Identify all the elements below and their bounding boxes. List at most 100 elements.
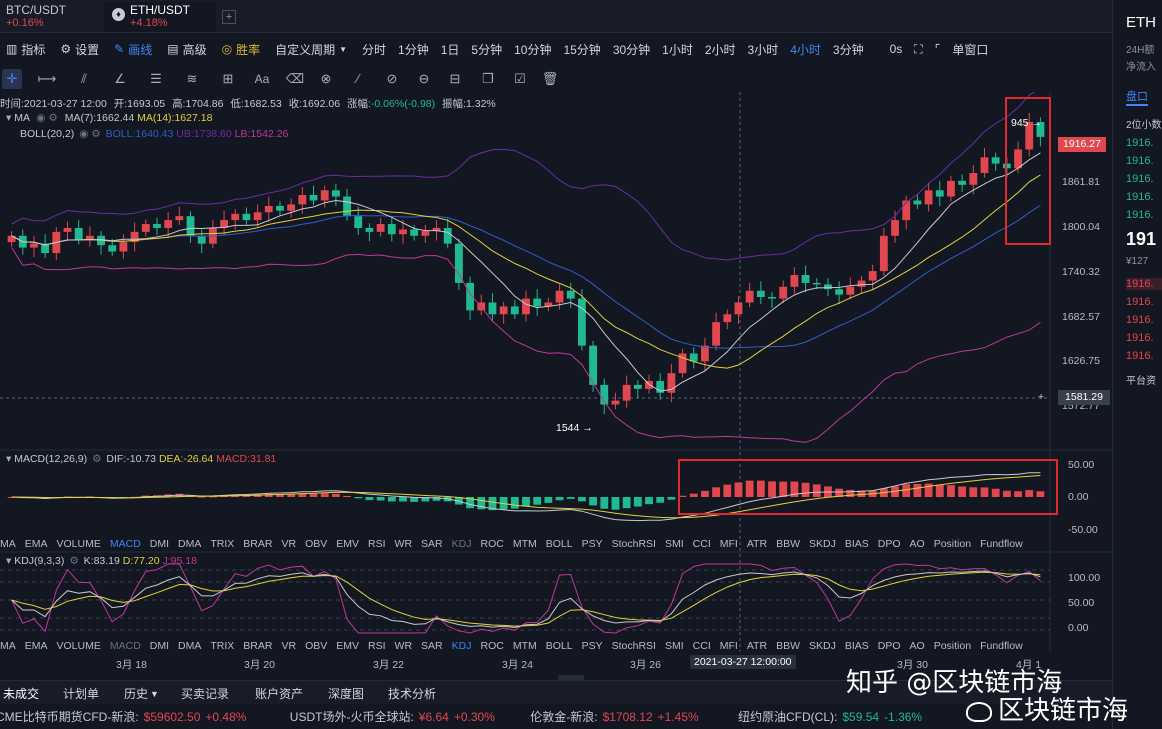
lock-icon[interactable]: ⊘ [386, 71, 398, 86]
timeframe-button[interactable]: 3分钟 [832, 42, 864, 57]
indicator-tab[interactable]: EMV [336, 640, 360, 652]
indicator-tab[interactable]: VR [281, 640, 297, 652]
text-icon[interactable]: Aa [254, 72, 270, 86]
indicator-tab[interactable]: BRAR [243, 640, 273, 652]
indicator-tab[interactable]: DMA [178, 640, 202, 652]
indicator-tab[interactable]: TRIX [210, 640, 235, 652]
advanced-button[interactable]: ▤ 高级 [161, 41, 215, 58]
timeframe-button[interactable]: 5分钟 [471, 42, 503, 57]
eraser-icon[interactable]: ⌫ [285, 71, 305, 86]
indicator-tab[interactable]: Position [933, 538, 972, 550]
indicator-tab[interactable]: EMA [24, 538, 48, 550]
indicator-tab[interactable]: Fundflow [980, 538, 1023, 550]
single-window-button[interactable]: 单窗口 [952, 42, 989, 57]
copy-icon[interactable]: ❐ [482, 71, 494, 86]
indicator-tab[interactable]: DPO [877, 538, 901, 550]
indicator-tab[interactable]: WR [394, 640, 413, 652]
indicator-tab[interactable]: RSI [368, 538, 386, 550]
timeframe-button[interactable]: 1小时 [662, 42, 693, 57]
timeframe-button[interactable]: 2小时 [704, 42, 736, 57]
trend-line-icon[interactable]: ⫽ [81, 71, 87, 86]
indicator-tab[interactable]: BOLL [545, 538, 573, 550]
timeframe-button[interactable]: 10分钟 [514, 42, 552, 57]
indicator-tab[interactable]: RSI [368, 640, 386, 652]
indicator-tab[interactable]: SMI [664, 640, 684, 652]
timeframe-button[interactable]: 1分钟 [398, 42, 429, 57]
indicator-tab[interactable]: MA [0, 538, 16, 550]
indicator-tab[interactable]: MACD [109, 538, 141, 550]
indicator-tab[interactable]: ROC [480, 538, 504, 550]
parallel-lines-icon[interactable]: ☰ [150, 71, 162, 86]
indicator-tab[interactable]: OBV [305, 640, 328, 652]
ticker-item[interactable]: CME比特币期货CFD-新浪: $59602.50 +0.48% [0, 710, 255, 724]
tab-order-book[interactable]: 盘口 [1126, 88, 1148, 106]
indicator-tab[interactable]: PSY [581, 640, 603, 652]
horizontal-line-icon[interactable]: ⟼ [37, 71, 57, 86]
eye-icon[interactable]: ◉ ⚙ [36, 112, 58, 124]
indicator-tab[interactable]: OBV [305, 538, 328, 550]
trash-icon[interactable]: 🗑 [541, 71, 559, 86]
indicator-tab[interactable]: MTM [512, 640, 537, 652]
indicator-tab[interactable]: Fundflow [980, 640, 1023, 652]
tab-depth-chart[interactable]: 深度图 [328, 687, 365, 701]
gear-icon[interactable]: ⚙ [92, 453, 102, 465]
tab-open-orders[interactable]: 未成交 [3, 687, 40, 701]
indicator-tab[interactable]: TRIX [210, 538, 235, 550]
ticker-item[interactable]: USDT场外-火币全球站: ¥6.64 +0.30% [290, 710, 503, 724]
indicator-tab[interactable]: AO [909, 640, 925, 652]
indicator-tab[interactable]: ROC [480, 640, 504, 652]
draw-button[interactable]: ✎ 画线 [108, 41, 161, 58]
indicator-tab[interactable]: MACD [109, 640, 141, 652]
ticker-item[interactable]: 伦敦金-新浪: $1708.12 +1.45% [530, 710, 707, 724]
indicator-tab[interactable]: BRAR [243, 538, 273, 550]
indicator-tab[interactable]: SMI [664, 538, 684, 550]
indicator-tab[interactable]: DMA [178, 538, 202, 550]
tab-trade-records[interactable]: 买卖记录 [181, 687, 230, 701]
indicator-tab[interactable]: BIAS [844, 640, 869, 652]
measure-icon[interactable]: ⊞ [222, 71, 234, 86]
settings-button[interactable]: ⚙ 设置 [54, 41, 108, 58]
timeframe-button[interactable]: 1日 [440, 42, 460, 57]
eye-icon[interactable]: ◉ ⚙ [79, 128, 101, 140]
tab-technical-analysis[interactable]: 技术分析 [388, 687, 437, 701]
tab-account-assets[interactable]: 账户资产 [255, 687, 304, 701]
indicator-tab[interactable]: WR [394, 538, 413, 550]
indicator-tab[interactable]: EMA [24, 640, 48, 652]
chevron-down-icon[interactable]: ▼ [150, 689, 159, 699]
indicator-tab[interactable]: MTM [512, 538, 537, 550]
indicator-tab[interactable]: EMV [336, 538, 360, 550]
brush-icon[interactable]: ∕ [356, 71, 360, 86]
tab-plan-orders[interactable]: 计划单 [63, 687, 100, 701]
indicator-tab[interactable]: CCI [692, 640, 711, 652]
lock-open-icon[interactable]: ⊖ [418, 71, 430, 86]
indicator-tab[interactable]: ATR [746, 640, 768, 652]
indicator-tab[interactable]: MFI [719, 640, 738, 652]
indicator-tab[interactable]: Position [933, 640, 972, 652]
screenshot-icon[interactable]: ⌜ [934, 42, 941, 56]
tab-btc-usdt[interactable]: BTC/USDT +0.16% [0, 2, 100, 32]
indicator-tab[interactable]: VOLUME [56, 640, 101, 652]
timeframe-button[interactable]: 15分钟 [563, 42, 601, 57]
timeframe-button[interactable]: 3小时 [747, 42, 779, 57]
indicator-tab[interactable]: SKDJ [808, 640, 836, 652]
cross-icon[interactable]: ✛ [2, 69, 22, 89]
indicator-tab[interactable]: DMI [149, 538, 170, 550]
indicator-tab[interactable]: BIAS [844, 538, 869, 550]
indicators-button[interactable]: ▥ 指标 [0, 41, 54, 58]
indicator-tab[interactable]: StochRSI [611, 640, 656, 652]
chart-canvas[interactable] [0, 92, 1112, 652]
wave-icon[interactable]: ≋ [186, 71, 198, 86]
indicator-tab[interactable]: BBW [776, 538, 800, 550]
indicator-tab[interactable]: MA [0, 640, 16, 652]
indicator-tab[interactable]: SAR [421, 538, 443, 550]
timeframe-button[interactable]: 分时 [362, 42, 387, 57]
unlock-icon[interactable]: ⊟ [449, 71, 461, 86]
indicator-tab[interactable]: CCI [692, 538, 711, 550]
decimals-select[interactable]: 2位小数 [1126, 120, 1162, 131]
indicator-tab[interactable]: DPO [877, 640, 901, 652]
indicator-tab[interactable]: StochRSI [611, 538, 656, 550]
angle-icon[interactable]: ∠ [114, 71, 126, 86]
win-rate-button[interactable]: ◎ 胜率 [216, 41, 270, 58]
template-icon[interactable]: ☑ [514, 71, 526, 86]
indicator-tab[interactable]: VOLUME [56, 538, 101, 550]
